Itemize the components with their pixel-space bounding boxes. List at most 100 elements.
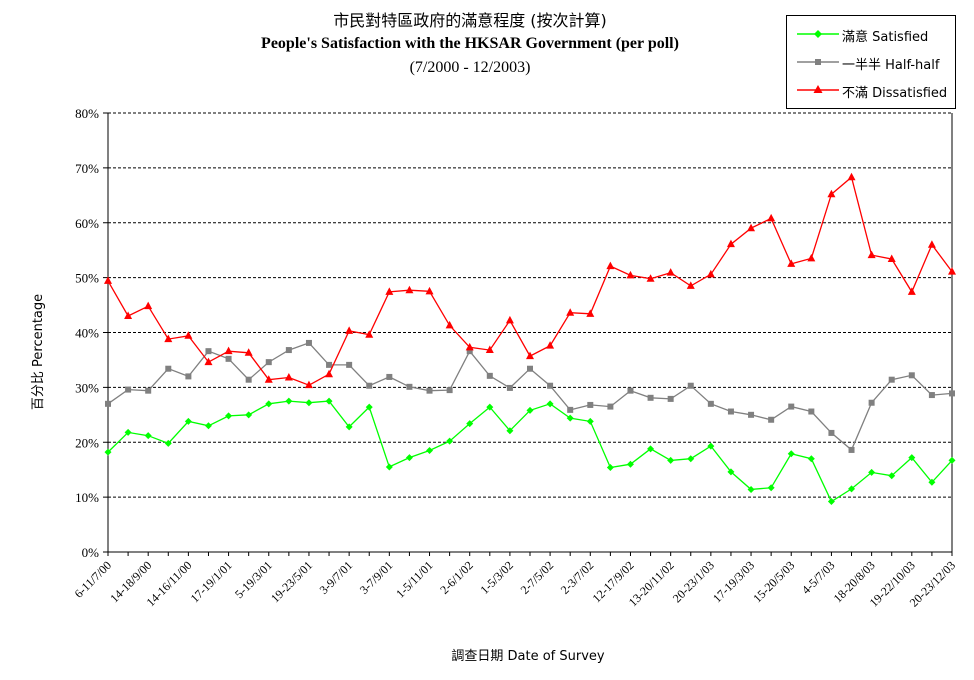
- data-point-half-half: [205, 348, 212, 355]
- x-tick-label: 3-7/9/01: [357, 558, 396, 597]
- x-tick-label: 19-23/5/01: [268, 558, 315, 605]
- legend-marker-dissatisfied: [797, 85, 839, 93]
- data-point-dissatisfied: [586, 309, 595, 317]
- data-point-dissatisfied: [204, 357, 213, 366]
- data-point-satisfied: [948, 456, 956, 464]
- data-point-satisfied: [647, 445, 655, 453]
- y-axis-label: 百分比 Percentage: [31, 294, 46, 410]
- data-point-satisfied: [767, 484, 775, 492]
- data-point-half-half: [466, 348, 473, 355]
- data-point-half-half: [868, 399, 875, 406]
- data-point-satisfied: [747, 485, 755, 493]
- data-point-dissatisfied: [485, 345, 494, 354]
- data-point-dissatisfied: [405, 285, 414, 294]
- data-point-satisfied: [285, 397, 293, 405]
- chart-subtitle: People's Satisfaction with the HKSAR Gov…: [261, 35, 679, 52]
- data-point-dissatisfied: [526, 351, 534, 360]
- data-point-dissatisfied: [626, 270, 635, 279]
- data-point-half-half: [808, 408, 815, 415]
- legend-label-dissatisfied: 不滿 Dissatisfied: [842, 86, 948, 101]
- data-point-dissatisfied: [686, 281, 695, 289]
- data-point-satisfied: [225, 412, 233, 420]
- data-point-half-half: [949, 390, 955, 397]
- data-point-satisfied: [667, 456, 675, 464]
- data-point-dissatisfied: [566, 308, 575, 316]
- data-point-satisfied: [707, 442, 715, 450]
- x-axis-ticks: 6-11/7/0014-18/9/0014-16/11/0017-19/1/01…: [72, 552, 958, 610]
- data-point-half-half: [125, 386, 132, 393]
- data-point-dissatisfied: [887, 254, 896, 262]
- data-point-half-half: [607, 403, 614, 410]
- chart-title: 市民對特區政府的滿意程度 (按次計算): [333, 11, 607, 30]
- legend-item-dissatisfied: 不滿 Dissatisfied: [787, 80, 957, 101]
- data-point-half-half: [647, 394, 654, 401]
- data-point-dissatisfied: [907, 287, 916, 295]
- data-point-dissatisfied: [244, 348, 253, 356]
- data-point-satisfied: [606, 463, 614, 471]
- grid-lines: [108, 112, 952, 498]
- data-point-satisfied: [144, 432, 152, 440]
- data-point-satisfied: [345, 423, 353, 431]
- data-point-half-half: [788, 403, 795, 410]
- x-tick-label: 15-20/5/03: [750, 558, 797, 605]
- data-point-half-half: [828, 429, 835, 436]
- data-point-half-half: [567, 406, 574, 413]
- x-axis-label: 調查日期 Date of Survey: [451, 649, 605, 664]
- data-point-satisfied: [566, 414, 574, 422]
- data-point-dissatisfied: [184, 331, 193, 339]
- y-tick-label: 20%: [75, 435, 99, 450]
- data-point-half-half: [707, 400, 714, 407]
- data-point-dissatisfied: [747, 223, 756, 232]
- data-point-half-half: [386, 373, 393, 380]
- data-point-dissatisfied: [726, 239, 735, 248]
- data-point-half-half: [667, 395, 674, 402]
- data-point-half-half: [888, 376, 895, 383]
- data-point-dissatisfied: [646, 274, 655, 282]
- legend-marker-half-half: [797, 59, 839, 65]
- data-point-half-half: [406, 383, 413, 390]
- data-point-half-half: [426, 387, 433, 394]
- data-point-satisfied: [426, 446, 434, 454]
- series-group: [104, 172, 956, 506]
- data-point-half-half: [165, 365, 172, 372]
- data-point-satisfied: [245, 411, 253, 419]
- data-point-half-half: [908, 372, 915, 379]
- y-tick-label: 10%: [75, 490, 99, 505]
- data-point-half-half: [627, 387, 634, 394]
- data-point-dissatisfied: [847, 172, 856, 181]
- data-point-satisfied: [546, 400, 554, 408]
- data-point-satisfied: [466, 420, 474, 428]
- data-point-dissatisfied: [606, 261, 615, 270]
- legend-item-satisfied: 滿意 Satisfied: [787, 24, 957, 45]
- data-point-dissatisfied: [505, 315, 514, 324]
- data-point-dissatisfied: [325, 369, 334, 378]
- x-tick-label: 2-7/5/02: [518, 558, 557, 597]
- x-tick-label: 20-23/1/03: [670, 558, 717, 605]
- x-tick-label: 4-5/7/03: [799, 558, 838, 597]
- x-tick-label: 1-5/3/02: [477, 558, 516, 597]
- data-point-dissatisfied: [164, 334, 173, 343]
- data-point-satisfied: [506, 427, 514, 435]
- data-point-dissatisfied: [345, 326, 354, 334]
- x-tick-label: 2-6/1/02: [437, 558, 476, 597]
- data-point-dissatisfied: [807, 253, 816, 262]
- y-tick-label: 80%: [75, 106, 99, 121]
- data-point-satisfied: [626, 460, 634, 468]
- data-point-satisfied: [305, 399, 313, 407]
- x-tick-label: 17-19/3/03: [710, 558, 757, 605]
- y-axis-ticks: 0% 10% 20% 30% 40% 50% 60% 70% 80%: [75, 106, 108, 560]
- data-point-half-half: [486, 372, 493, 379]
- data-point-satisfied: [687, 455, 695, 463]
- data-point-satisfied: [526, 406, 534, 414]
- y-tick-label: 0%: [82, 545, 100, 560]
- legend-marker-satisfied: [797, 30, 839, 38]
- y-tick-label: 30%: [75, 380, 99, 395]
- data-point-dissatisfied: [304, 380, 313, 389]
- y-tick-label: 70%: [75, 161, 99, 176]
- data-point-satisfied: [586, 417, 594, 425]
- data-point-half-half: [105, 400, 111, 407]
- data-point-dissatisfied: [124, 311, 133, 320]
- data-point-half-half: [446, 387, 453, 394]
- data-point-dissatisfied: [927, 240, 936, 248]
- data-point-dissatisfied: [144, 301, 153, 310]
